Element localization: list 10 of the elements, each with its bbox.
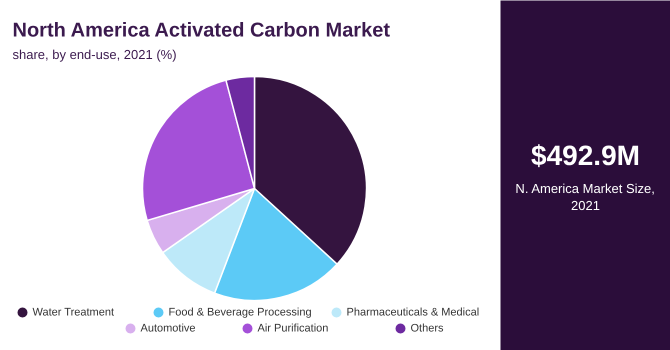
legend-label: Air Purification [258,322,328,334]
chart-title: North America Activated Carbon Market [12,20,390,42]
legend-label: Automotive [140,322,196,334]
legend-label: Pharmaceuticals & Medical [346,306,480,318]
chart-subtitle: share, by end-use, 2021 (%) [12,47,177,62]
legend-label: Others [410,322,444,334]
legend-label: Food & Beverage Processing [168,306,312,318]
text: N. America Market Size, 2021 [515,181,655,213]
legend-label: Water Treatment [32,306,114,318]
text: $492.9M [531,140,640,171]
